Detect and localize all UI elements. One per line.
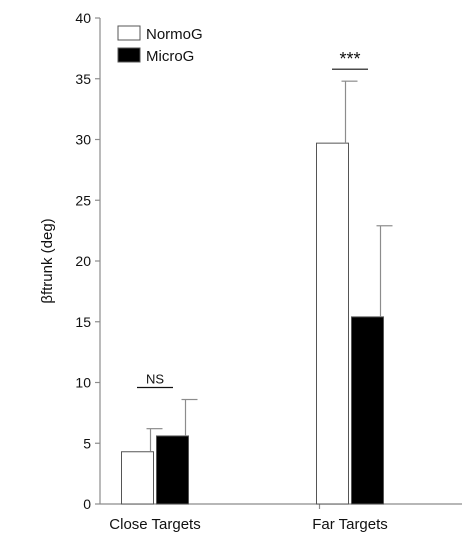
bar-normog-0 bbox=[121, 451, 154, 505]
y-tick-label: 15 bbox=[75, 314, 91, 330]
y-tick-label: 25 bbox=[75, 192, 91, 208]
y-tick-label: 5 bbox=[83, 435, 91, 451]
y-tick-label: 0 bbox=[83, 496, 91, 512]
legend-label: MicroG bbox=[146, 48, 194, 65]
x-category-label: Far Targets bbox=[312, 516, 388, 533]
y-tick-label: 20 bbox=[75, 253, 91, 269]
y-tick-label: 35 bbox=[75, 71, 91, 87]
bar-normog-1 bbox=[316, 142, 349, 505]
legend: NormoG MicroG bbox=[117, 25, 203, 65]
y-axis-label: βftrunk (deg) bbox=[39, 218, 56, 303]
significance-label: NS bbox=[146, 372, 164, 387]
bars-layer bbox=[121, 142, 384, 505]
bar-microg-0 bbox=[156, 435, 189, 505]
significance-label: *** bbox=[339, 49, 360, 69]
legend-swatch-microg bbox=[117, 47, 141, 63]
legend-label: NormoG bbox=[146, 26, 203, 43]
legend-swatch-normog bbox=[117, 25, 141, 41]
errors-layer bbox=[146, 80, 393, 452]
bar-microg-1 bbox=[351, 316, 384, 505]
x-category-label: Close Targets bbox=[109, 516, 200, 533]
axes-layer: 0 5 10 15 20 25 30 35 40 Close Targets Far Targets… bbox=[39, 10, 462, 533]
annotations-layer: NS *** bbox=[137, 49, 368, 389]
y-tick-label: 40 bbox=[75, 10, 91, 26]
y-tick-label: 30 bbox=[75, 132, 91, 148]
y-tick-label: 10 bbox=[75, 375, 91, 391]
